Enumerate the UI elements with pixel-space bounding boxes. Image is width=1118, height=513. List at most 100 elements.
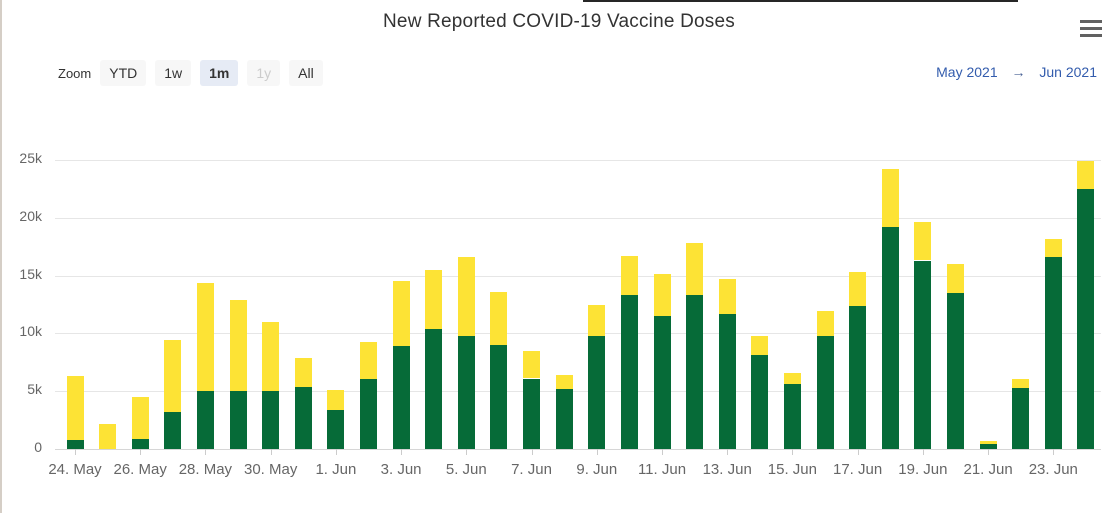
x-axis-tick xyxy=(727,449,729,455)
range-display: May 2021 → Jun 2021 xyxy=(936,64,1097,80)
x-axis-label: 9. Jun xyxy=(576,461,618,478)
bar-segment-green[interactable] xyxy=(490,345,508,449)
bar-segment-green[interactable] xyxy=(783,384,801,449)
bar-segment-yellow[interactable] xyxy=(881,169,899,227)
y-gridline xyxy=(55,275,1101,277)
bar-segment-yellow[interactable] xyxy=(294,357,312,387)
y-gridline xyxy=(55,391,1101,393)
bar-segment-green[interactable] xyxy=(360,378,377,449)
bar-segment-yellow[interactable] xyxy=(131,397,149,439)
bar-segment-green[interactable] xyxy=(653,316,671,449)
hamburger-bar xyxy=(1080,34,1102,37)
bar-segment-yellow[interactable] xyxy=(914,222,932,261)
bar-segment-green[interactable] xyxy=(457,335,475,449)
bar-segment-green[interactable] xyxy=(849,305,867,449)
bar-segment-green[interactable] xyxy=(164,412,182,449)
x-axis-label: 19. Jun xyxy=(898,461,948,478)
bar-segment-green[interactable] xyxy=(979,444,997,449)
bar-segment-yellow[interactable] xyxy=(947,264,964,293)
bar-segment-green[interactable] xyxy=(131,438,149,449)
bar-segment-green[interactable] xyxy=(718,313,736,449)
bar-segment-green[interactable] xyxy=(588,335,606,449)
x-axis-label: 21. Jun xyxy=(963,461,1013,478)
bar-segment-green[interactable] xyxy=(229,391,247,449)
bar-segment-yellow[interactable] xyxy=(751,335,769,356)
bar-segment-yellow[interactable] xyxy=(229,299,247,392)
x-axis-tick xyxy=(792,449,794,455)
bar-segment-yellow[interactable] xyxy=(327,390,345,410)
bar-segment-yellow[interactable] xyxy=(686,243,704,296)
x-axis-tick xyxy=(466,449,468,455)
bar-segment-green[interactable] xyxy=(751,355,769,449)
bar-segment-green[interactable] xyxy=(294,386,312,449)
bar-segment-green[interactable] xyxy=(1044,257,1062,449)
bar-segment-yellow[interactable] xyxy=(425,269,443,329)
bar-segment-green[interactable] xyxy=(555,388,573,449)
x-axis-line xyxy=(55,449,1101,450)
bar-segment-green[interactable] xyxy=(947,292,964,449)
bar-segment-yellow[interactable] xyxy=(523,350,540,379)
bar-segment-green[interactable] xyxy=(816,335,834,449)
bar-segment-green[interactable] xyxy=(914,260,932,449)
chart-title: New Reported COVID-19 Vaccine Doses xyxy=(383,11,735,32)
bar-segment-yellow[interactable] xyxy=(457,257,475,336)
x-axis-label: 15. Jun xyxy=(767,461,817,478)
bar-segment-green[interactable] xyxy=(1077,188,1095,449)
bar-segment-yellow[interactable] xyxy=(979,440,997,445)
y-axis-label: 10k xyxy=(19,323,42,340)
zoom-button-1w[interactable]: 1w xyxy=(155,60,192,86)
zoom-button-1m[interactable]: 1m xyxy=(200,60,239,86)
x-axis-label: 1. Jun xyxy=(315,461,357,478)
bar-segment-green[interactable] xyxy=(1012,387,1030,449)
bar-segment-green[interactable] xyxy=(523,378,540,449)
window-left-border xyxy=(0,0,2,513)
bar-segment-yellow[interactable] xyxy=(555,375,573,389)
x-axis-tick xyxy=(662,449,663,455)
x-axis-label: 30. May xyxy=(244,461,298,478)
bar-segment-yellow[interactable] xyxy=(783,372,801,385)
zoom-label: Zoom xyxy=(58,65,92,81)
y-axis-label: 20k xyxy=(19,207,42,224)
bar-segment-yellow[interactable] xyxy=(99,423,117,449)
bar-segment-green[interactable] xyxy=(327,409,345,449)
x-axis-label: 23. Jun xyxy=(1028,461,1078,478)
x-axis-tick xyxy=(531,449,533,455)
x-axis-label: 17. Jun xyxy=(832,461,883,478)
bar-segment-green[interactable] xyxy=(425,328,443,449)
bar-segment-yellow[interactable] xyxy=(1044,238,1062,258)
bar-segment-yellow[interactable] xyxy=(262,321,280,392)
zoom-button-ytd[interactable]: YTD xyxy=(100,60,147,86)
bar-segment-yellow[interactable] xyxy=(392,281,410,347)
bar-segment-yellow[interactable] xyxy=(360,341,377,379)
zoom-toolbar: Zoom YTD 1w 1m 1y All xyxy=(58,60,332,86)
bar-segment-yellow[interactable] xyxy=(588,304,606,336)
bar-segment-yellow[interactable] xyxy=(66,376,84,440)
bar-segment-green[interactable] xyxy=(66,439,84,449)
bar-segment-green[interactable] xyxy=(392,346,410,449)
x-axis-tick xyxy=(335,449,337,455)
bar-segment-green[interactable] xyxy=(686,295,704,449)
bar-segment-yellow[interactable] xyxy=(164,340,182,412)
bar-segment-green[interactable] xyxy=(881,227,899,449)
bar-segment-yellow[interactable] xyxy=(1077,161,1095,189)
y-axis-label: 0 xyxy=(34,439,42,455)
range-to-date[interactable]: Jun 2021 xyxy=(1039,64,1097,80)
x-axis-label: 11. Jun xyxy=(637,461,687,478)
bar-segment-yellow[interactable] xyxy=(849,272,867,306)
bar-segment-yellow[interactable] xyxy=(653,274,671,316)
bar-segment-yellow[interactable] xyxy=(1012,378,1030,388)
bar-segment-green[interactable] xyxy=(262,391,280,449)
bar-segment-yellow[interactable] xyxy=(620,255,638,296)
hamburger-menu-icon[interactable] xyxy=(1080,20,1102,37)
range-from-date[interactable]: May 2021 xyxy=(936,64,998,80)
bar-segment-yellow[interactable] xyxy=(718,279,736,314)
bar-segment-yellow[interactable] xyxy=(196,282,214,392)
bar-segment-yellow[interactable] xyxy=(816,311,834,336)
bar-segment-green[interactable] xyxy=(196,391,214,449)
zoom-button-all[interactable]: All xyxy=(289,60,323,86)
x-axis-label: 7. Jun xyxy=(511,461,552,478)
bar-segment-yellow[interactable] xyxy=(490,291,508,345)
top-border-line xyxy=(583,0,1018,2)
bar-segment-green[interactable] xyxy=(620,295,638,449)
x-axis-label: 28. May xyxy=(178,461,233,478)
